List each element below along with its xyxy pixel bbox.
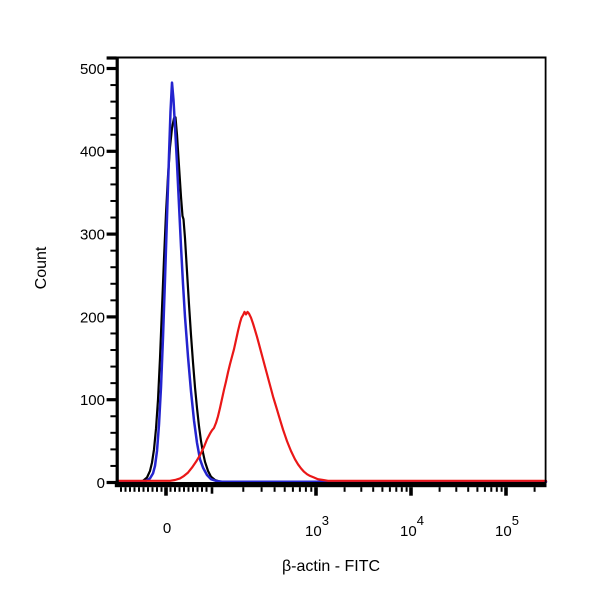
y-axis-title: Count [33, 246, 50, 289]
series-curve-beta-actin-fitc-stained-red [115, 310, 548, 482]
y-tick-label: 0 [97, 475, 105, 492]
series-curve-isotype-control-blue [115, 81, 548, 483]
x-tick-label: 103 [305, 513, 329, 540]
x-tick-label: 0 [163, 520, 171, 537]
x-axis-line [114, 482, 547, 488]
x-tick-label: 105 [495, 513, 519, 540]
series-layer [115, 81, 548, 483]
plot-frame [115, 56, 547, 487]
y-tick-label: 400 [80, 144, 105, 161]
y-tick-label: 300 [80, 227, 105, 244]
y-tick-label: 100 [80, 392, 105, 409]
y-tick-label: 500 [80, 61, 105, 78]
y-axis-line [115, 57, 119, 487]
x-axis-title: β-actin - FITC [282, 558, 380, 575]
series-curve-unstained-control-black [115, 116, 548, 483]
x-tick-label: 104 [400, 513, 424, 540]
axes-layer: 0 100 200 300 400 500 0 103 104 105 [80, 56, 547, 540]
y-tick-label: 200 [80, 309, 105, 326]
